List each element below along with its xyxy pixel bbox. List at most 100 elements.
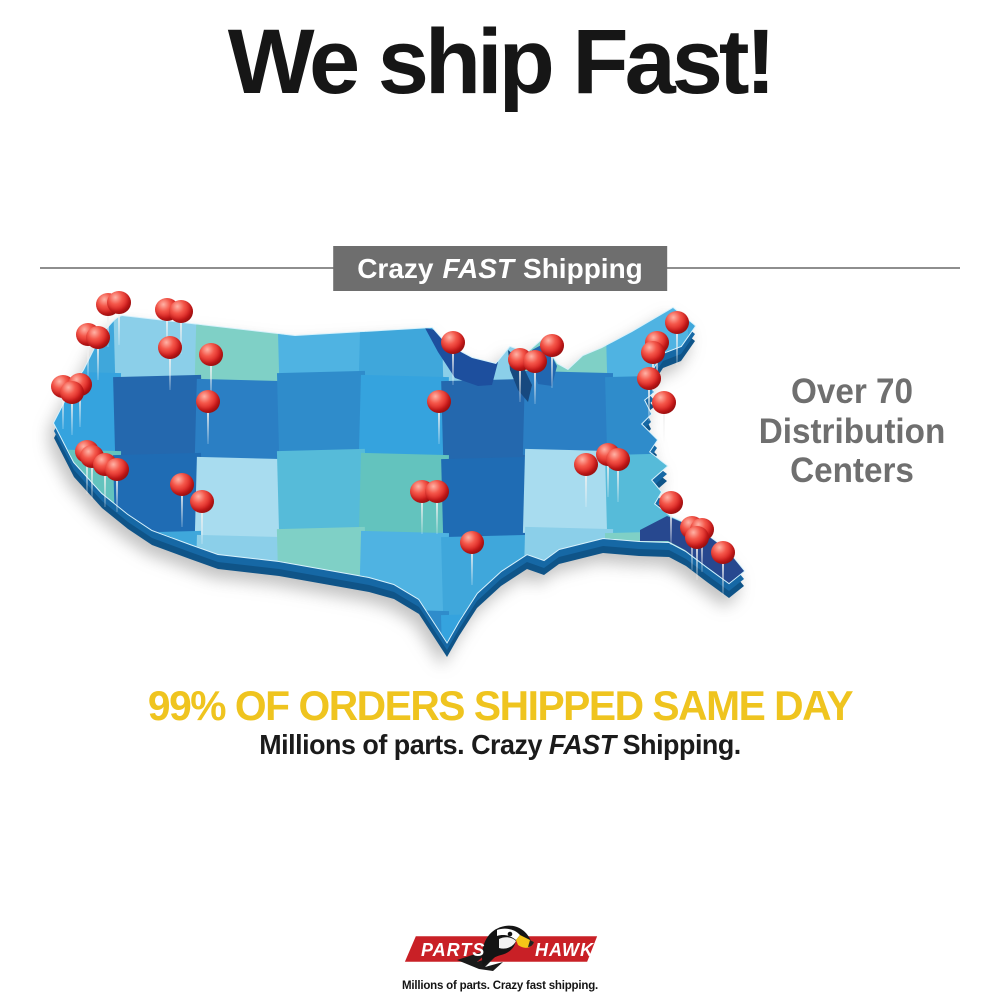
pin-stem bbox=[691, 534, 693, 570]
pin-head bbox=[196, 390, 220, 413]
distribution-center-pin bbox=[169, 300, 193, 362]
distribution-center-pin bbox=[665, 311, 689, 373]
pin-head bbox=[665, 311, 689, 334]
pin-head bbox=[606, 448, 630, 471]
hawk-neck-feathers-icon bbox=[457, 949, 503, 971]
distribution-center-pin bbox=[170, 473, 194, 535]
pin-head bbox=[425, 480, 449, 503]
distribution-center-pin bbox=[155, 298, 179, 360]
distribution-center-pin bbox=[60, 381, 84, 443]
distribution-center-pin bbox=[540, 334, 564, 396]
distribution-center-pin bbox=[96, 293, 120, 355]
distribution-center-pin bbox=[523, 350, 547, 412]
pin-stem bbox=[534, 368, 536, 404]
distribution-center-pin bbox=[86, 326, 110, 388]
pin-stem bbox=[670, 509, 672, 545]
banner-text-emphasis: FAST bbox=[442, 252, 515, 284]
pin-stem bbox=[87, 341, 89, 377]
pin-stem bbox=[118, 309, 120, 345]
sub-headline-suffix: Shipping. bbox=[622, 729, 742, 760]
distribution-pin-layer bbox=[40, 290, 760, 690]
pin-head bbox=[460, 531, 484, 554]
distribution-center-pin bbox=[105, 458, 129, 520]
pin-stem bbox=[180, 318, 182, 354]
sub-headline-prefix: Millions of parts. Crazy bbox=[259, 729, 542, 760]
state-tile bbox=[54, 370, 122, 458]
pin-head bbox=[645, 331, 669, 354]
pin-head bbox=[652, 391, 676, 414]
pin-head bbox=[680, 516, 704, 539]
distribution-callout: Over 70 Distribution Centers bbox=[748, 372, 957, 491]
logo-text-parts: PARTS bbox=[421, 940, 485, 960]
distribution-center-pin bbox=[196, 390, 220, 452]
pin-stem bbox=[585, 471, 587, 507]
state-tile bbox=[441, 378, 532, 466]
pin-stem bbox=[617, 466, 619, 502]
pin-stem bbox=[551, 352, 553, 388]
us-distribution-map bbox=[40, 290, 760, 690]
distribution-center-pin bbox=[51, 375, 75, 437]
pin-head bbox=[711, 541, 735, 564]
distribution-center-pin bbox=[425, 480, 449, 542]
pin-head bbox=[190, 490, 214, 513]
distribution-center-pin bbox=[190, 490, 214, 552]
pin-stem bbox=[116, 476, 118, 512]
hawk-cheek-white bbox=[499, 937, 516, 949]
callout-line-2: Distribution bbox=[758, 411, 946, 451]
hawk-beak-tip bbox=[528, 940, 534, 947]
distribution-center-pin bbox=[645, 331, 669, 393]
distribution-center-pin bbox=[93, 453, 117, 515]
pin-stem bbox=[519, 366, 521, 402]
pin-stem bbox=[452, 349, 454, 385]
same-day-headline: 99% OF ORDERS SHIPPED SAME DAY bbox=[147, 682, 854, 729]
callout-line-1: Over 70 bbox=[790, 372, 914, 411]
pin-stem bbox=[676, 329, 678, 365]
page-title: We ship Fast! bbox=[227, 11, 776, 113]
pin-head bbox=[574, 453, 598, 476]
pin-stem bbox=[648, 385, 650, 421]
distribution-center-pin bbox=[690, 518, 714, 580]
distribution-center-pin bbox=[574, 453, 598, 515]
logo-tagline: Millions of parts. Crazy fast shipping. bbox=[401, 980, 599, 992]
pin-stem bbox=[201, 508, 203, 544]
distribution-center-pin bbox=[76, 323, 100, 385]
distribution-center-pin bbox=[508, 348, 532, 410]
pin-head bbox=[641, 341, 665, 364]
pin-head bbox=[105, 458, 129, 481]
partshawk-logo-graphic: PARTS HAWK bbox=[401, 925, 601, 971]
pin-stem bbox=[79, 391, 81, 427]
pin-head bbox=[76, 323, 100, 346]
pin-head bbox=[80, 445, 104, 468]
pin-head bbox=[199, 343, 223, 366]
pin-stem bbox=[71, 399, 73, 435]
pin-head bbox=[427, 390, 451, 413]
pin-stem bbox=[210, 361, 212, 397]
state-tile bbox=[522, 370, 614, 458]
banner-text-prefix: Crazy bbox=[357, 252, 434, 284]
distribution-center-pin bbox=[680, 516, 704, 578]
pin-stem bbox=[663, 409, 665, 445]
pin-head bbox=[86, 326, 110, 349]
pin-stem bbox=[656, 349, 658, 385]
pin-head bbox=[96, 293, 120, 316]
pin-stem bbox=[421, 498, 423, 534]
state-tile bbox=[358, 452, 449, 540]
distribution-center-pin bbox=[441, 331, 465, 393]
distribution-center-pin bbox=[659, 491, 683, 553]
distribution-center-pin bbox=[637, 367, 661, 429]
distribution-center-pin bbox=[107, 291, 131, 353]
distribution-center-pin bbox=[158, 336, 182, 398]
distribution-center-pin bbox=[652, 391, 676, 453]
hawk-eye bbox=[507, 931, 513, 937]
pin-head bbox=[75, 440, 99, 463]
pin-stem bbox=[722, 559, 724, 595]
distribution-center-pin bbox=[75, 440, 99, 502]
distribution-center-pin bbox=[685, 526, 709, 588]
pin-stem bbox=[701, 536, 703, 572]
pin-head bbox=[158, 336, 182, 359]
pin-head bbox=[685, 526, 709, 549]
distribution-center-pin bbox=[711, 541, 735, 603]
pin-head bbox=[690, 518, 714, 541]
distribution-center-pin bbox=[68, 373, 92, 435]
